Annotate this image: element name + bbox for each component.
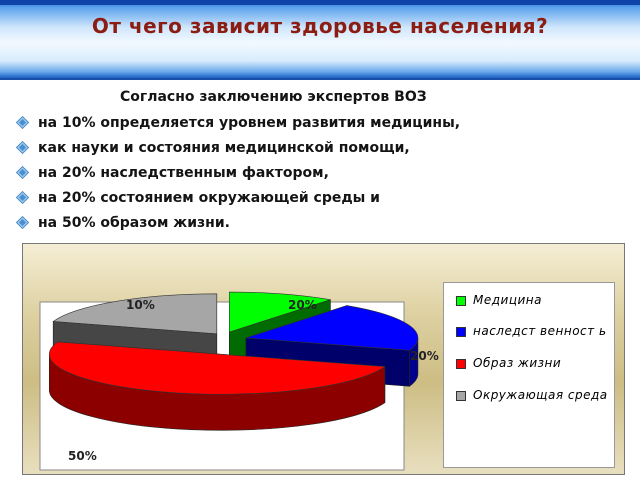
diamond-bullet-icon — [16, 191, 29, 204]
bullet-text: на 10% определяется уровнем развития мед… — [38, 115, 461, 131]
list-item: на 20% наследственным фактором, — [16, 163, 460, 188]
legend-label: Образ жизни — [473, 356, 562, 370]
legend-swatch — [456, 359, 466, 369]
slice-lifestyle — [48, 341, 386, 431]
chart-legend: Медицина наследст венност ь Образ жизни … — [443, 282, 615, 468]
data-label-lifestyle: 50% — [68, 449, 97, 463]
legend-label: наследст венност ь — [473, 324, 607, 338]
bullet-text: как науки и состояния медицинской помощи… — [38, 140, 410, 156]
data-label-medicine: 20% — [288, 298, 317, 312]
bullet-text: на 20% наследственным фактором, — [38, 165, 329, 181]
data-label-heredity: 20% — [410, 349, 439, 363]
intro-text: Согласно заключению экспертов ВОЗ — [120, 89, 427, 105]
list-item: на 50% образом жизни. — [16, 213, 460, 238]
title-bar-top-edge — [0, 0, 640, 5]
legend-swatch — [456, 296, 466, 306]
diamond-bullet-icon — [16, 166, 29, 179]
list-item: на 20% состоянием окружающей среды и — [16, 188, 460, 213]
data-label-environment: 10% — [126, 298, 155, 312]
bullet-text: на 20% состоянием окружающей среды и — [38, 190, 380, 206]
page-title: От чего зависит здоровье населения? — [91, 14, 549, 38]
bullet-text: на 50% образом жизни. — [38, 215, 230, 231]
diamond-bullet-icon — [16, 141, 29, 154]
bullet-list: на 10% определяется уровнем развития мед… — [16, 113, 460, 238]
data-labels: 20% 20% 50% 10% — [68, 298, 439, 463]
legend-label: Окружающая среда — [473, 388, 608, 402]
list-item: на 10% определяется уровнем развития мед… — [16, 113, 460, 138]
legend-label: Медицина — [473, 293, 542, 307]
pie-slices — [48, 291, 419, 431]
diamond-bullet-icon — [16, 216, 29, 229]
legend-swatch — [456, 327, 466, 337]
diamond-bullet-icon — [16, 116, 29, 129]
legend-swatch — [456, 391, 466, 401]
title-bar: От чего зависит здоровье населения? — [0, 0, 640, 80]
list-item: как науки и состояния медицинской помощи… — [16, 138, 460, 163]
